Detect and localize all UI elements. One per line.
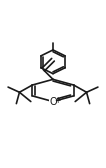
Text: O: O [49,97,57,107]
Text: +: + [54,96,61,105]
